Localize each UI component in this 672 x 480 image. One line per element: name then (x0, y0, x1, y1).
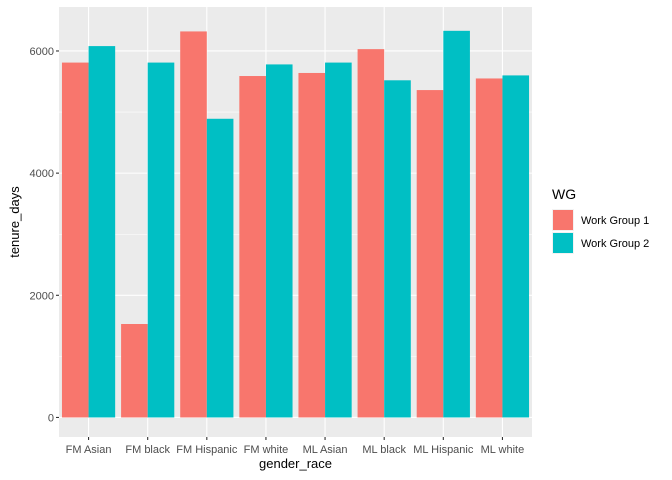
bar (416, 90, 444, 418)
y-axis-title: tenure_days (7, 186, 22, 258)
bars (61, 30, 530, 418)
y-tick-label: 6000 (30, 46, 54, 58)
bar (443, 30, 470, 418)
y-axis-ticks: 0 2000 4000 6000 (30, 46, 59, 424)
bar (325, 62, 352, 418)
x-tick-label: ML Asian (303, 444, 348, 456)
bar (88, 46, 116, 418)
bar (502, 75, 530, 418)
y-tick-label: 4000 (30, 168, 54, 180)
legend-key (553, 233, 573, 253)
bar (206, 118, 234, 418)
bar (384, 80, 411, 418)
bar (357, 49, 385, 418)
legend-label: Work Group 2 (581, 238, 649, 250)
y-tick-label: 2000 (30, 290, 54, 302)
bar (475, 78, 503, 418)
x-axis-title: gender_race (259, 456, 332, 471)
x-tick-label: FM white (244, 444, 289, 456)
bar (239, 76, 266, 418)
bar (298, 72, 326, 418)
legend-title: WG (552, 186, 576, 202)
bar (147, 62, 175, 418)
x-tick-label: FM Asian (66, 444, 112, 456)
legend-label: Work Group 1 (581, 215, 649, 227)
legend-items: Work Group 1 Work Group 2 (552, 209, 649, 254)
x-axis-ticks: FM Asian FM black FM Hispanic FM white ML As… (66, 437, 525, 456)
legend-key (553, 210, 573, 230)
bar (61, 62, 89, 418)
bar (121, 324, 148, 418)
y-tick-label: 0 (48, 412, 54, 424)
legend: WG Work Group 1 Work Group 2 (552, 186, 649, 254)
bar (265, 64, 293, 418)
x-tick-label: ML black (362, 444, 406, 456)
x-tick-label: ML Hispanic (413, 444, 474, 456)
x-tick-label: FM black (125, 444, 170, 456)
x-tick-label: FM Hispanic (176, 444, 238, 456)
bar (180, 31, 207, 418)
x-tick-label: ML white (481, 444, 525, 456)
